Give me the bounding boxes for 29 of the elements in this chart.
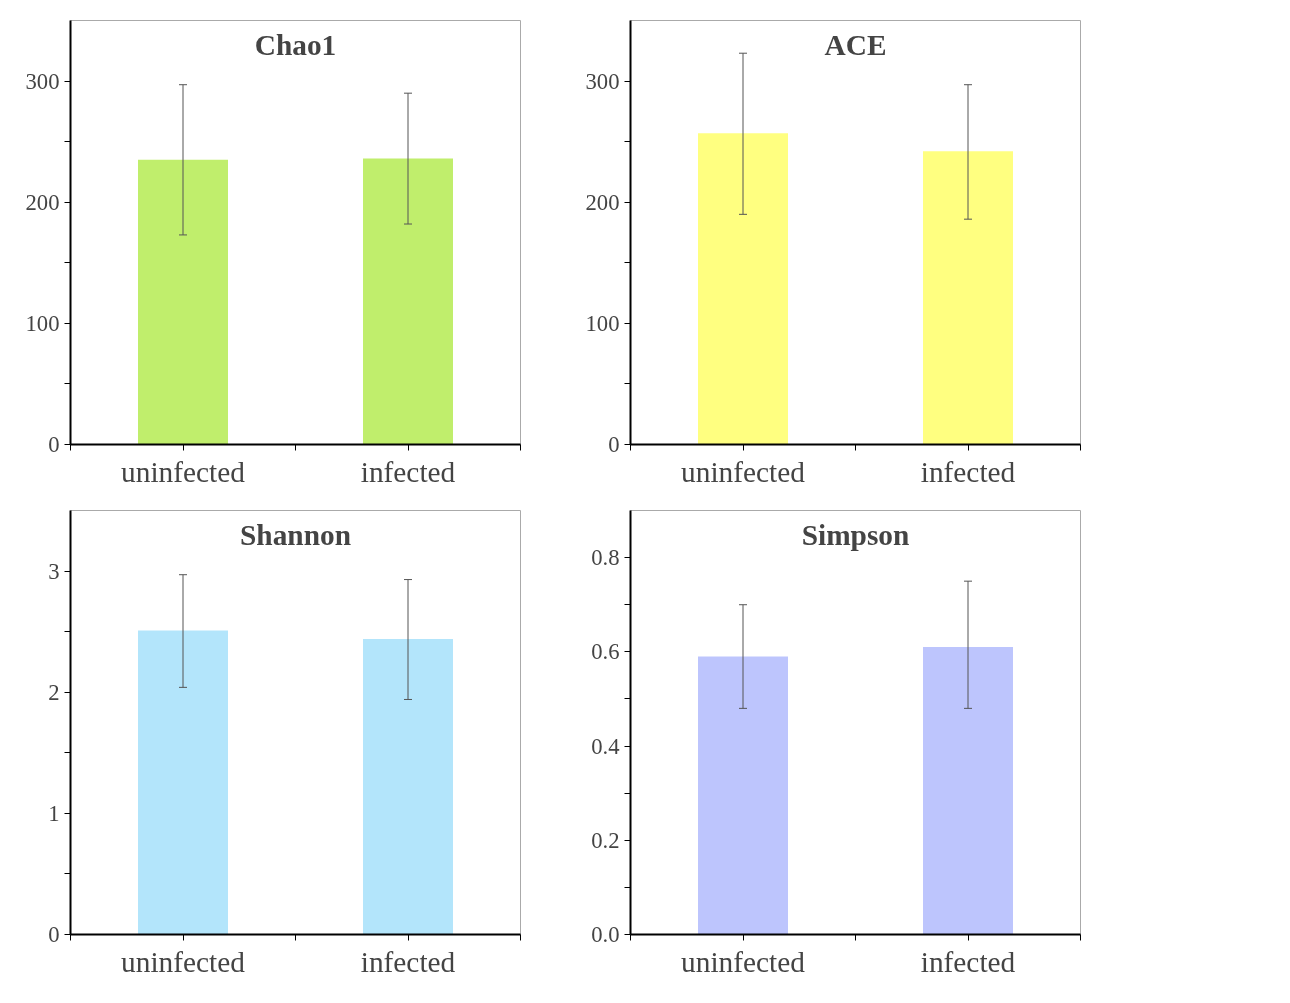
x-tick-label: infected [920, 455, 1016, 488]
y-tick-label: 2 [48, 679, 60, 705]
chart-title: ACE [824, 28, 887, 61]
x-tick-label: infected [360, 455, 456, 488]
y-tick-label: 0.2 [591, 827, 620, 853]
y-tick-label: 0.0 [591, 922, 620, 947]
x-tick-label: infected [920, 945, 1016, 978]
y-tick-label: 0.4 [591, 733, 620, 759]
x-tick-label: infected [360, 945, 456, 978]
y-tick-label: 200 [25, 189, 60, 215]
y-tick-label: 3 [48, 558, 60, 584]
x-tick-label: uninfected [121, 945, 246, 978]
y-tick-label: 300 [585, 68, 620, 94]
x-tick-label: uninfected [121, 455, 246, 488]
y-tick-label: 0.8 [591, 545, 620, 571]
y-tick-label: 0 [48, 432, 60, 457]
y-tick-label: 300 [25, 68, 60, 94]
x-tick-label: uninfected [681, 945, 806, 978]
y-tick-label: 0 [608, 432, 620, 457]
chart-title: Shannon [240, 518, 351, 551]
chart-title: Simpson [801, 518, 910, 551]
chart-title: Chao1 [254, 28, 337, 61]
y-tick-label: 100 [25, 310, 60, 336]
y-tick-label: 0.6 [591, 639, 620, 665]
x-tick-label: uninfected [681, 455, 806, 488]
y-tick-label: 200 [585, 189, 620, 215]
y-tick-label: 1 [48, 800, 60, 826]
y-tick-label: 100 [585, 310, 620, 336]
y-tick-label: 0 [48, 922, 60, 947]
